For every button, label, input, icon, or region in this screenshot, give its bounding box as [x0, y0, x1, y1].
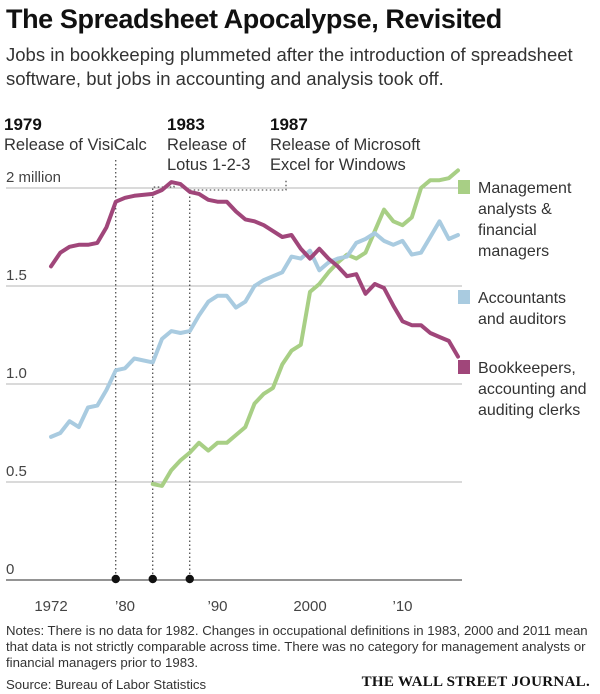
annotation-text: Release of VisiCalc [4, 136, 147, 154]
line-chart: 2 million 1.5 1.0 0.5 0 1979 Release of VisiC… [4, 115, 587, 615]
annotation-year: 1983 [167, 115, 205, 134]
legend: Management analysts & financial managers Acc… [458, 180, 587, 419]
x-tick-label: 2000 [293, 598, 326, 615]
y-tick-label: 2 million [6, 169, 61, 186]
x-tick-label: ’80 [115, 598, 135, 615]
annotation-text: Excel for Windows [270, 156, 406, 174]
annotation-leader [152, 181, 175, 578]
series-line-2 [49, 219, 460, 439]
series-line-1 [150, 168, 460, 488]
annotation-year: 1987 [270, 115, 308, 134]
annotation-1987: 1987 Release of Microsoft Excel for Window… [270, 115, 421, 174]
annotation-year: 1979 [4, 115, 42, 134]
grid-layer: 2 million 1.5 1.0 0.5 0 [6, 169, 462, 581]
legend-label: Accountants and auditors [478, 290, 566, 328]
x-tick-label: 1972 [34, 598, 67, 615]
event-markers: 1979 Release of VisiCalc 1983 Release of Lot… [4, 115, 421, 584]
event-dot [148, 574, 157, 584]
legend-item: Management analysts & financial managers [458, 180, 572, 260]
x-tick-label: ’10 [392, 598, 412, 615]
y-tick-label: 1.5 [6, 267, 27, 284]
y-tick-label: 1.0 [6, 365, 27, 382]
event-dot [111, 574, 120, 584]
series-layer [49, 168, 460, 488]
legend-label: Management analysts & financial managers [478, 180, 572, 260]
annotation-1979: 1979 Release of VisiCalc [4, 115, 147, 154]
legend-swatch [458, 180, 470, 194]
chart-source: Source: Bureau of Labor Statistics [6, 677, 207, 692]
legend-swatch [458, 290, 470, 304]
chart-title: The Spreadsheet Apocalypse, Revisited [6, 4, 502, 34]
annotation-text: Release of [167, 136, 246, 154]
chart-notes: Notes: There is no data for 1982. Change… [6, 623, 588, 670]
y-tick-label: 0 [6, 561, 14, 578]
annotation-1983: 1983 Release of Lotus 1-2-3 [167, 115, 250, 174]
publisher-logo: THE WALL STREET JOURNAL. [361, 674, 590, 690]
x-tick-label: ’90 [207, 598, 227, 615]
annotation-text: Lotus 1-2-3 [167, 156, 250, 174]
x-axis: 1972 ’80 ’90 2000 ’10 [34, 598, 412, 615]
legend-label: Bookkeepers, accounting and auditing clerk… [478, 360, 587, 419]
y-tick-label: 0.5 [6, 463, 27, 480]
event-dot [185, 574, 194, 584]
legend-item: Bookkeepers, accounting and auditing clerk… [458, 360, 587, 419]
legend-swatch [458, 360, 470, 374]
annotation-leader [189, 180, 287, 578]
chart-subtitle: Jobs in bookkeeping plummeted after the … [6, 44, 573, 89]
series-line-3 [49, 180, 460, 359]
annotation-text: Release of Microsoft [270, 136, 421, 154]
legend-item: Accountants and auditors [458, 290, 566, 328]
